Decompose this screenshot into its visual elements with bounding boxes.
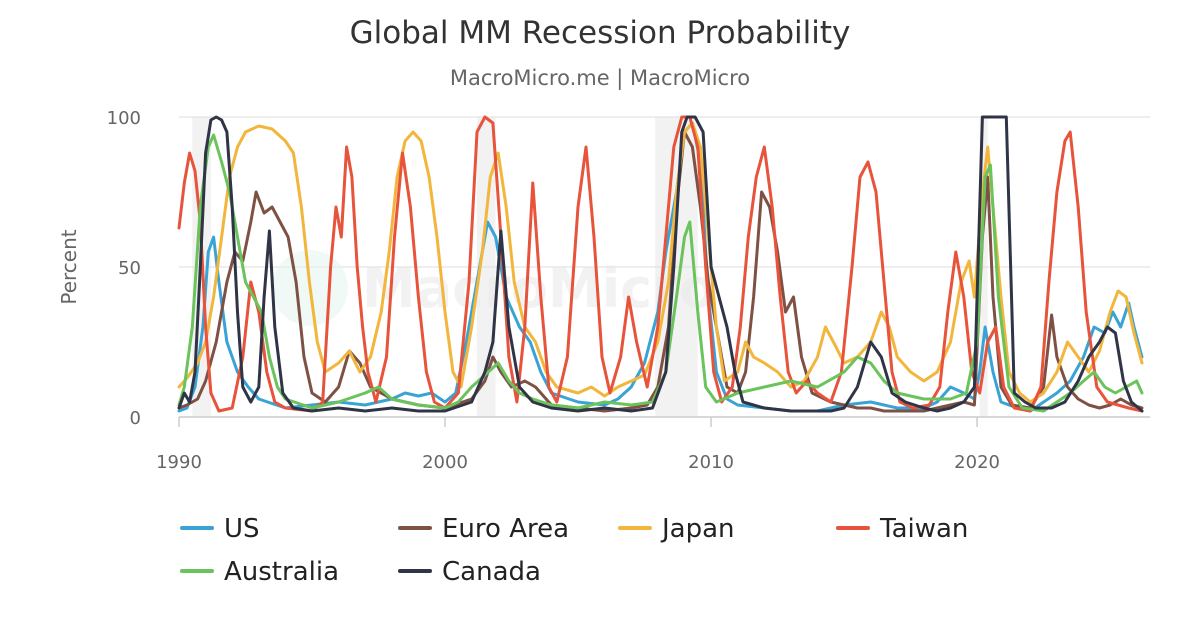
series-line-euro-area[interactable] xyxy=(177,130,1144,413)
x-tick-label: 2000 xyxy=(422,452,468,473)
legend-item-us[interactable]: US xyxy=(180,514,260,544)
legend-item-japan[interactable]: Japan xyxy=(618,514,735,544)
legend-label: Australia xyxy=(224,557,339,587)
legend-item-canada[interactable]: Canada xyxy=(398,557,541,587)
series-lines xyxy=(177,115,1144,413)
x-tick-label: 1990 xyxy=(156,452,202,473)
series-line-canada[interactable] xyxy=(177,115,1144,413)
series-line-taiwan[interactable] xyxy=(177,115,1144,413)
y-tick-label: 50 xyxy=(118,258,141,279)
x-tick-label: 2020 xyxy=(954,452,1000,473)
legend-label: US xyxy=(224,514,260,544)
legend-item-taiwan[interactable]: Taiwan xyxy=(836,514,968,544)
x-tick-label: 2010 xyxy=(688,452,734,473)
legend-label: Japan xyxy=(660,514,735,544)
y-axis-label: Percent xyxy=(57,229,81,304)
legend-item-euro-area[interactable]: Euro Area xyxy=(398,514,569,544)
y-tick-label: 0 xyxy=(130,408,141,429)
chart-title: Global MM Recession Probability xyxy=(350,15,851,51)
legend: US Euro Area Japan Taiwan Australia Canada xyxy=(180,514,968,587)
axes: 0 50 100 1990 2000 2010 2020 xyxy=(107,108,1150,473)
legend-label: Taiwan xyxy=(879,514,968,544)
legend-label: Canada xyxy=(442,557,541,587)
legend-item-australia[interactable]: Australia xyxy=(180,557,339,587)
chart-subtitle: MacroMicro.me | MacroMicro xyxy=(450,66,750,91)
y-tick-label: 100 xyxy=(107,108,141,129)
series-line-japan[interactable] xyxy=(177,121,1144,404)
legend-label: Euro Area xyxy=(442,514,569,544)
